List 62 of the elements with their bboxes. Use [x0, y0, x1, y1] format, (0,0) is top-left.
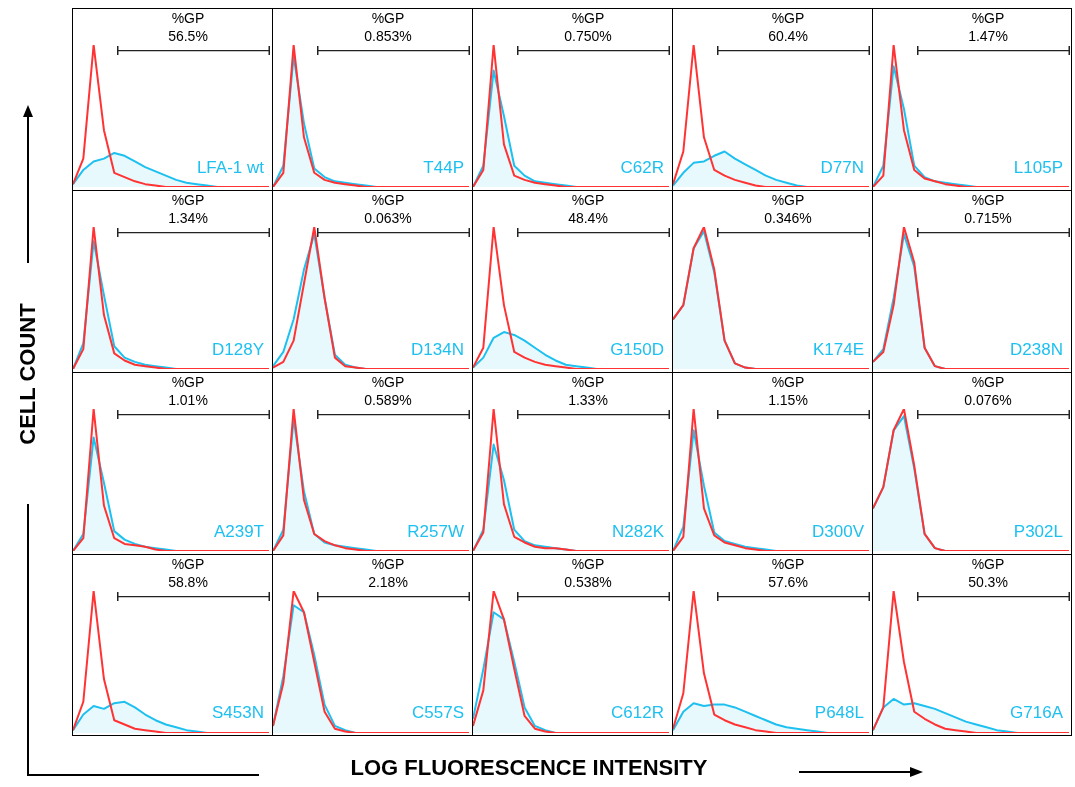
text: K174E — [812, 340, 864, 360]
text: %GP — [570, 192, 606, 208]
text: %GP — [970, 10, 1006, 26]
text: %GP — [970, 556, 1006, 572]
text: %GP — [370, 10, 406, 26]
text: R257W — [407, 522, 464, 542]
text: D134N — [411, 340, 464, 360]
text: %GP — [170, 10, 206, 26]
text: N282K — [612, 522, 664, 542]
text: L105P — [1013, 158, 1063, 178]
text: 58.8% — [167, 574, 209, 590]
text: 0.589% — [363, 392, 413, 408]
text: D128Y — [212, 340, 264, 360]
y-axis-title: CELL COUNT — [15, 302, 40, 445]
text: 2.18% — [367, 574, 409, 590]
text: 48.4% — [567, 210, 609, 226]
text: S453N — [212, 703, 264, 723]
x-axis-title: LOG FLUORESCENCE INTENSITY — [349, 755, 709, 781]
text: P302L — [1013, 522, 1063, 542]
text: %GP — [770, 374, 806, 390]
text: 1.33% — [567, 392, 609, 408]
text: D238N — [1010, 340, 1063, 360]
text: %GP — [170, 192, 206, 208]
text: D300V — [812, 522, 864, 542]
text: 56.5% — [167, 28, 209, 44]
text: D77N — [820, 158, 864, 178]
text: 57.6% — [767, 574, 809, 590]
text: 60.4% — [767, 28, 809, 44]
text: %GP — [570, 374, 606, 390]
text: C557S — [412, 703, 464, 723]
text: 0.076% — [963, 392, 1013, 408]
text: G150D — [610, 340, 664, 360]
text: 1.01% — [167, 392, 209, 408]
text: 1.15% — [767, 392, 809, 408]
text: 50.3% — [967, 574, 1009, 590]
text: %GP — [170, 556, 206, 572]
text: C612R — [611, 703, 664, 723]
text: A239T — [213, 522, 264, 542]
text: %GP — [770, 556, 806, 572]
text: 0.538% — [563, 574, 613, 590]
text: 0.750% — [563, 28, 613, 44]
text: %GP — [770, 10, 806, 26]
text: C62R — [620, 158, 664, 178]
text: %GP — [770, 192, 806, 208]
text: %GP — [570, 10, 606, 26]
text: 1.34% — [167, 210, 209, 226]
text: 0.063% — [363, 210, 413, 226]
text: %GP — [570, 556, 606, 572]
text: P648L — [814, 703, 864, 723]
text: %GP — [370, 192, 406, 208]
text: %GP — [970, 192, 1006, 208]
text: T44P — [423, 158, 464, 178]
text: 0.715% — [963, 210, 1013, 226]
text: 0.346% — [763, 210, 813, 226]
text: %GP — [170, 374, 206, 390]
text: 1.47% — [967, 28, 1009, 44]
text: %GP — [370, 374, 406, 390]
text: %GP — [370, 556, 406, 572]
text: LFA-1 wt — [196, 158, 264, 178]
text: 0.853% — [363, 28, 413, 44]
text: %GP — [970, 374, 1006, 390]
text: G716A — [1010, 703, 1063, 723]
